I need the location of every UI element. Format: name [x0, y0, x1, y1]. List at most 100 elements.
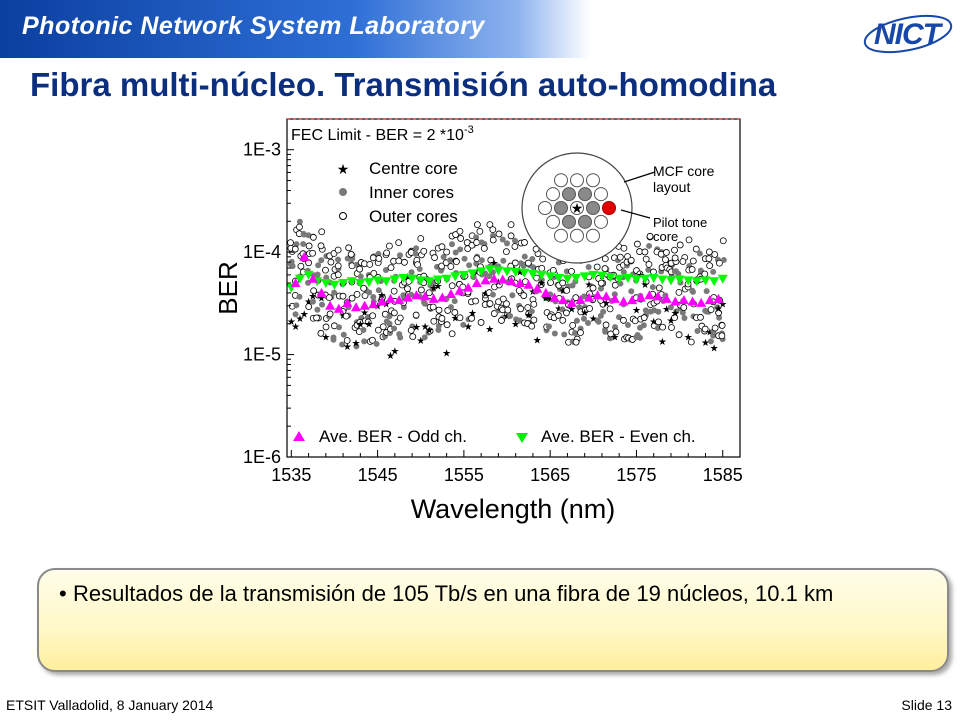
even-ch-average-marker: [579, 272, 590, 282]
outer-core-point: [443, 321, 451, 329]
inner-core-point: [466, 262, 473, 269]
inner-core-point: [504, 240, 511, 247]
inner-core-point: [675, 270, 682, 277]
outer-core-point: [711, 251, 719, 258]
odd-ch-average-marker: [696, 297, 707, 307]
inner-core-point: [528, 308, 535, 315]
outer-core-point: [504, 306, 512, 314]
centre-core-point: ★: [412, 323, 421, 334]
outer-core-point: [671, 314, 678, 322]
centre-core-point: ★: [291, 322, 300, 333]
legend-open-circle-icon: [339, 212, 347, 220]
centre-core-point: ★: [308, 292, 317, 303]
even-ch-average-marker: [493, 266, 504, 276]
inner-core-point: [642, 307, 649, 314]
inner-core-point: [353, 343, 360, 350]
centre-core-point: ★: [429, 283, 438, 294]
outer-core-point: [680, 304, 688, 311]
centre-core-point: ★: [541, 293, 550, 304]
even-ch-average-marker: [648, 273, 659, 283]
outer-core-point: [601, 265, 609, 272]
outer-core-point: [430, 317, 438, 325]
even-ch-average-marker: [303, 270, 314, 280]
outer-core-point: [537, 281, 545, 288]
outer-core-point: [390, 309, 398, 317]
outer-core-point: [676, 241, 684, 249]
inner-core-point: [447, 257, 454, 264]
inner-core-point: [429, 286, 436, 293]
odd-ch-average-marker: [299, 251, 310, 261]
even-ch-average-marker: [614, 274, 625, 284]
outer-core-point: [507, 232, 515, 240]
outer-core-point: [364, 318, 372, 326]
fiber-core: [586, 201, 600, 215]
outer-core-point: [642, 255, 650, 263]
outer-core-point: [627, 256, 635, 264]
odd-ch-average-marker: [402, 292, 413, 302]
odd-ch-average-marker: [540, 287, 551, 297]
outer-core-point: [532, 245, 540, 253]
outer-core-point: [597, 279, 605, 287]
inner-core-point: [716, 314, 723, 321]
odd-ch-average-marker: [635, 292, 646, 302]
outer-core-point: [468, 314, 475, 322]
odd-ch-average-marker: [480, 275, 491, 285]
inner-core-point: [366, 289, 373, 296]
outer-core-point: [395, 239, 403, 247]
outer-core-point: [719, 237, 727, 245]
centre-core-point: ★: [390, 347, 399, 358]
centre-core-point: ★: [287, 317, 296, 328]
outer-core-point: [356, 265, 364, 273]
outer-core-point: [675, 331, 683, 339]
even-ch-average-marker: [346, 277, 357, 287]
centre-core-point: ★: [295, 314, 304, 325]
outer-core-point: [711, 324, 719, 332]
legend-outer-cores: Outer cores: [369, 207, 458, 226]
outer-core-point: [443, 248, 451, 256]
fiber-cores: ★: [538, 173, 616, 243]
centre-core-star-icon: ★: [571, 200, 584, 216]
outer-core-point: [668, 324, 675, 331]
centre-core-point: ★: [580, 308, 589, 319]
x-tick-label: 1545: [358, 465, 398, 485]
legend-top: ★ Centre core Inner cores Outer cores: [337, 159, 458, 226]
outer-core-point: [309, 233, 317, 241]
inner-core-point: [512, 237, 519, 244]
outer-core-point: [697, 313, 704, 321]
outer-core-point: [616, 253, 624, 261]
legend-inner-cores: Inner cores: [369, 183, 454, 202]
outer-core-point: [705, 248, 713, 256]
outer-core-point: [634, 240, 641, 248]
outer-core-point: [296, 223, 303, 231]
odd-ch-average-marker: [325, 300, 336, 310]
outer-core-point: [489, 226, 497, 234]
inner-core-point: [435, 327, 442, 334]
inner-core-point: [499, 236, 506, 243]
x-tick-label: 1575: [616, 465, 656, 485]
inner-core-point: [580, 315, 587, 322]
outer-core-point: [353, 290, 361, 298]
inner-core-point: [602, 328, 609, 335]
outer-core-point: [480, 244, 488, 252]
even-ch-average-marker: [320, 278, 331, 288]
fiber-core: [594, 214, 608, 229]
even-ch-average-marker: [571, 273, 582, 283]
even-ch-average-marker: [683, 276, 694, 286]
centre-core-point: ★: [718, 299, 727, 310]
odd-ch-average-marker: [411, 290, 422, 300]
inner-core-point: [361, 338, 368, 345]
inset-label-layout-1: MCF core: [653, 163, 715, 179]
even-ch-average-marker: [389, 275, 400, 285]
legend-magenta-triangle-icon: [293, 431, 305, 441]
centre-core-point: ★: [559, 286, 568, 297]
ber-scatter-points: ★★★★★★ ★★★ ★★★★★★★★★★★★★★★★★★★★★★★★★★★★★★★…: [287, 218, 727, 362]
inset-label-pilot-1: Pilot tone: [653, 215, 707, 230]
outer-core-point: [568, 267, 575, 275]
even-ch-average-marker: [450, 272, 461, 282]
inner-core-point: [545, 323, 552, 330]
inner-core-point: [330, 334, 337, 341]
outer-core-point: [473, 239, 481, 246]
even-ch-average-marker: [596, 271, 607, 281]
inner-core-point: [530, 264, 537, 271]
inner-core-point: [413, 245, 420, 252]
